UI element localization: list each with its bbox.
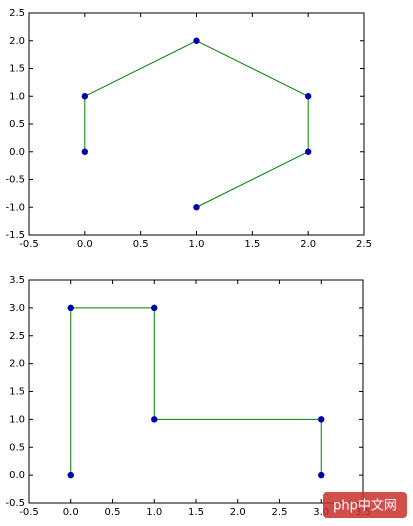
x-tick-label: 1.5 [188, 507, 204, 518]
plot-area [28, 12, 365, 236]
marker [151, 416, 158, 423]
marker [304, 93, 312, 100]
x-tick-label: 0.5 [133, 239, 149, 250]
y-tick-label: 0.0 [9, 470, 25, 481]
series-line [70, 307, 322, 476]
x-tick-label: 2.5 [356, 239, 372, 250]
marker [318, 471, 325, 479]
y-tick-label: 0.0 [9, 147, 25, 158]
x-tick-label: -0.5 [19, 239, 39, 250]
y-tick-label: 3.0 [9, 303, 25, 314]
x-tick-label: 2.0 [300, 239, 316, 250]
watermark: php中文网 [323, 492, 407, 518]
y-tick-label: 1.0 [9, 414, 25, 425]
y-tick-label: 1.5 [9, 64, 25, 75]
watermark-bg [323, 492, 407, 518]
y-tick-label: -0.5 [5, 498, 25, 509]
x-tick-label: 2.0 [230, 507, 246, 518]
marker [81, 93, 89, 100]
y-tick-label: -0.5 [5, 175, 25, 186]
y-tick-label: 0.5 [9, 119, 25, 130]
plot-area [28, 279, 364, 504]
x-tick-label: 1.0 [146, 507, 162, 518]
x-tick-label: -0.5 [19, 507, 39, 518]
x-tick-label: 1.0 [189, 239, 205, 250]
marker [193, 37, 200, 44]
y-tick-label: -1.0 [5, 202, 25, 213]
x-tick-label: 0.0 [63, 507, 79, 518]
y-tick-label: 2.5 [9, 8, 25, 19]
y-tick-label: 2.0 [9, 36, 25, 47]
y-tick-label: 0.5 [9, 442, 25, 453]
series-line [84, 40, 309, 208]
x-tick-label: 2.5 [272, 507, 288, 518]
marker [81, 148, 89, 155]
y-tick-label: 1.0 [9, 91, 25, 102]
y-tick-label: -1.5 [5, 230, 25, 241]
marker [67, 304, 74, 312]
y-tick-label: 2.5 [9, 331, 25, 342]
marker [151, 304, 158, 312]
marker [193, 204, 200, 211]
x-tick-label: 1.5 [244, 239, 260, 250]
y-tick-label: 1.5 [9, 387, 25, 398]
x-tick-label: 3.0 [313, 507, 329, 518]
y-tick-label: 3.5 [9, 275, 25, 286]
x-tick-label: 0.5 [105, 507, 121, 518]
y-tick-label: 2.0 [9, 359, 25, 370]
watermark-text: php中文网 [333, 499, 397, 514]
x-tick-label: 0.0 [77, 239, 93, 250]
marker [318, 416, 325, 423]
marker [304, 148, 312, 155]
marker [67, 471, 74, 479]
